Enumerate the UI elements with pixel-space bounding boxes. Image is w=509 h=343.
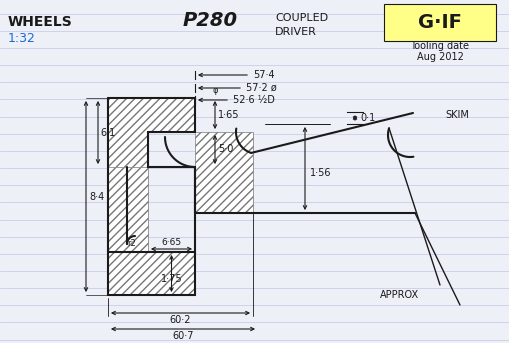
- Polygon shape: [108, 252, 194, 295]
- Text: WHEELS: WHEELS: [8, 15, 73, 29]
- Text: G·IF: G·IF: [417, 13, 461, 33]
- Text: 8·4: 8·4: [89, 191, 104, 201]
- Polygon shape: [108, 167, 148, 252]
- Text: 0·1: 0·1: [359, 113, 375, 123]
- Text: 1·75: 1·75: [160, 273, 182, 284]
- Text: Aug 2012: Aug 2012: [416, 52, 463, 62]
- Text: 60·7: 60·7: [172, 331, 193, 341]
- Text: 52·6 ½D: 52·6 ½D: [233, 95, 274, 105]
- Text: 6·1: 6·1: [100, 128, 115, 138]
- Text: P280: P280: [182, 11, 237, 29]
- Text: 60·2: 60·2: [169, 315, 191, 325]
- Polygon shape: [194, 132, 252, 213]
- FancyBboxPatch shape: [383, 4, 495, 41]
- Text: 6·65: 6·65: [161, 238, 181, 247]
- Text: 1·56: 1·56: [309, 168, 331, 178]
- Text: DRIVER: DRIVER: [274, 27, 316, 37]
- Text: SKIM: SKIM: [444, 110, 468, 120]
- Text: COUPLED: COUPLED: [274, 13, 327, 23]
- Text: APPROX: APPROX: [379, 290, 418, 300]
- Polygon shape: [108, 98, 194, 167]
- Text: 5·0: 5·0: [217, 144, 233, 154]
- Text: φ: φ: [212, 86, 217, 95]
- Text: 57·2 ø: 57·2 ø: [245, 83, 276, 93]
- Text: 1·65: 1·65: [217, 110, 239, 120]
- Text: 1:32: 1:32: [8, 32, 36, 45]
- Text: Tooling date: Tooling date: [410, 41, 469, 51]
- Text: 57·4: 57·4: [252, 70, 274, 80]
- Text: r2: r2: [127, 239, 136, 248]
